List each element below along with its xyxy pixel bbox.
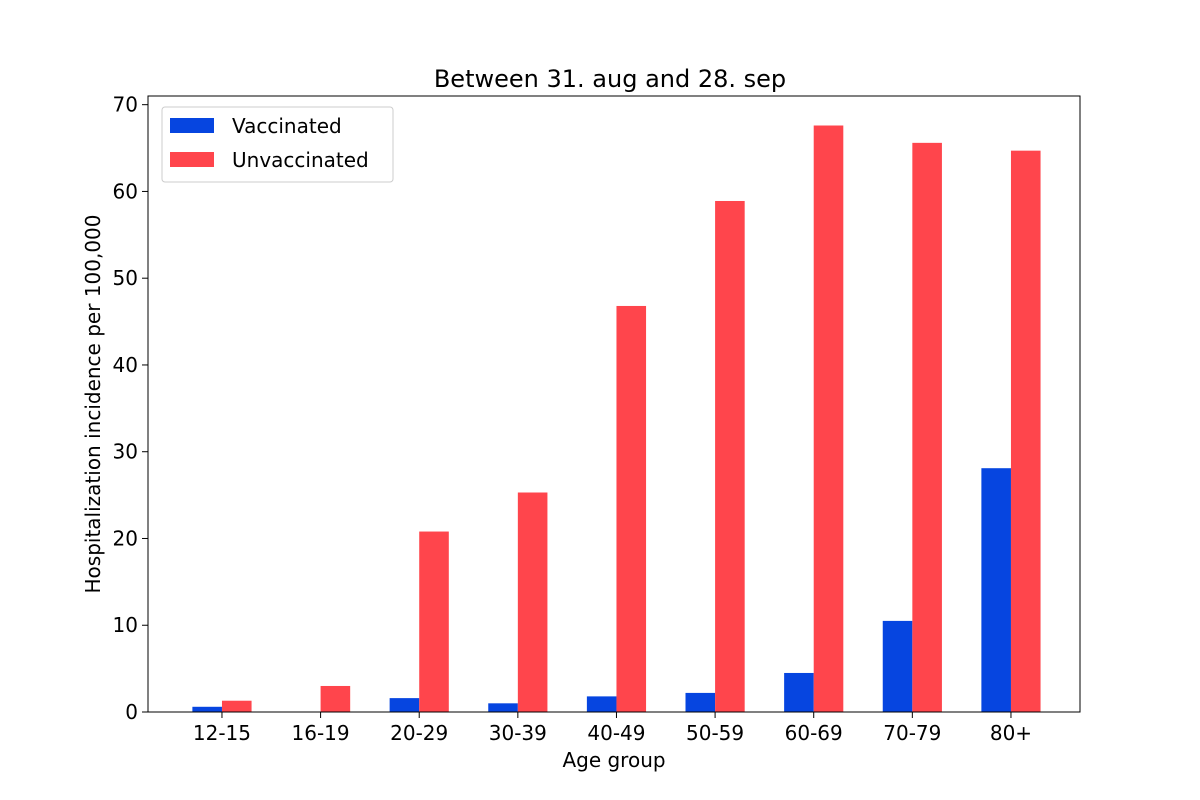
y-tick-label: 60 (113, 179, 138, 203)
bar-vaccinated-70-79 (882, 620, 913, 712)
legend-label-unvaccinated: Unvaccinated (232, 148, 369, 172)
chart-title: Between 31. aug and 28. sep (434, 65, 786, 93)
y-tick-label: 10 (113, 613, 138, 637)
bar-vaccinated-60-69 (784, 672, 814, 712)
bar-vaccinated-40-49 (586, 696, 617, 712)
bar-vaccinated-12-15 (192, 706, 222, 712)
y-axis-ticks: 0 10 20 30 40 50 60 70 (113, 93, 148, 724)
x-tick-label: 50-59 (686, 721, 744, 745)
x-tick-label: 70-79 (883, 721, 941, 745)
x-tick-label: 12-15 (193, 721, 251, 745)
y-tick-label: 50 (113, 266, 138, 290)
bar-vaccinated-20-29 (389, 698, 420, 712)
x-tick-label: 60-69 (785, 721, 843, 745)
x-tick-label: 20-29 (390, 721, 448, 745)
y-tick-label: 20 (113, 526, 138, 550)
x-axis-ticks: 12-15 16-19 20-29 30-39 40-49 50-59 60-69 70-79… (193, 712, 1032, 745)
y-axis-label: Hospitalization incidence per 100,000 (81, 215, 105, 594)
bar-unvaccinated-60-69 (813, 125, 844, 712)
bar-unvaccinated-20-29 (419, 531, 449, 712)
bar-unvaccinated-16-19 (320, 685, 351, 712)
y-tick-label: 0 (125, 700, 138, 724)
y-tick-label: 30 (113, 440, 138, 464)
legend-box (161, 106, 394, 183)
legend-swatch-vaccinated (170, 118, 214, 133)
bar-unvaccinated-80 (1010, 150, 1041, 712)
y-tick-label: 40 (113, 353, 138, 377)
plot-frame (147, 95, 1081, 713)
x-tick-label: 30-39 (489, 721, 547, 745)
bar-unvaccinated-50-59 (715, 200, 745, 713)
bar-unvaccinated-70-79 (912, 142, 942, 713)
bar-unvaccinated-30-39 (517, 492, 548, 712)
x-tick-label: 80+ (990, 721, 1032, 745)
x-tick-label: 40-49 (587, 721, 645, 745)
legend-label-vaccinated: Vaccinated (232, 114, 342, 138)
legend: Vaccinated Unvaccinated (161, 106, 394, 183)
x-tick-label: 16-19 (292, 721, 350, 745)
bar-unvaccinated-12-15 (221, 700, 252, 712)
y-tick-label: 70 (113, 93, 138, 117)
legend-swatch-unvaccinated (170, 152, 214, 167)
bar-vaccinated-80 (981, 468, 1011, 712)
bar-vaccinated-50-59 (685, 692, 716, 712)
x-axis-label: Age group (562, 748, 665, 772)
bar-unvaccinated-40-49 (616, 305, 647, 712)
bars-layer (192, 125, 1041, 713)
bar-vaccinated-30-39 (488, 703, 518, 712)
